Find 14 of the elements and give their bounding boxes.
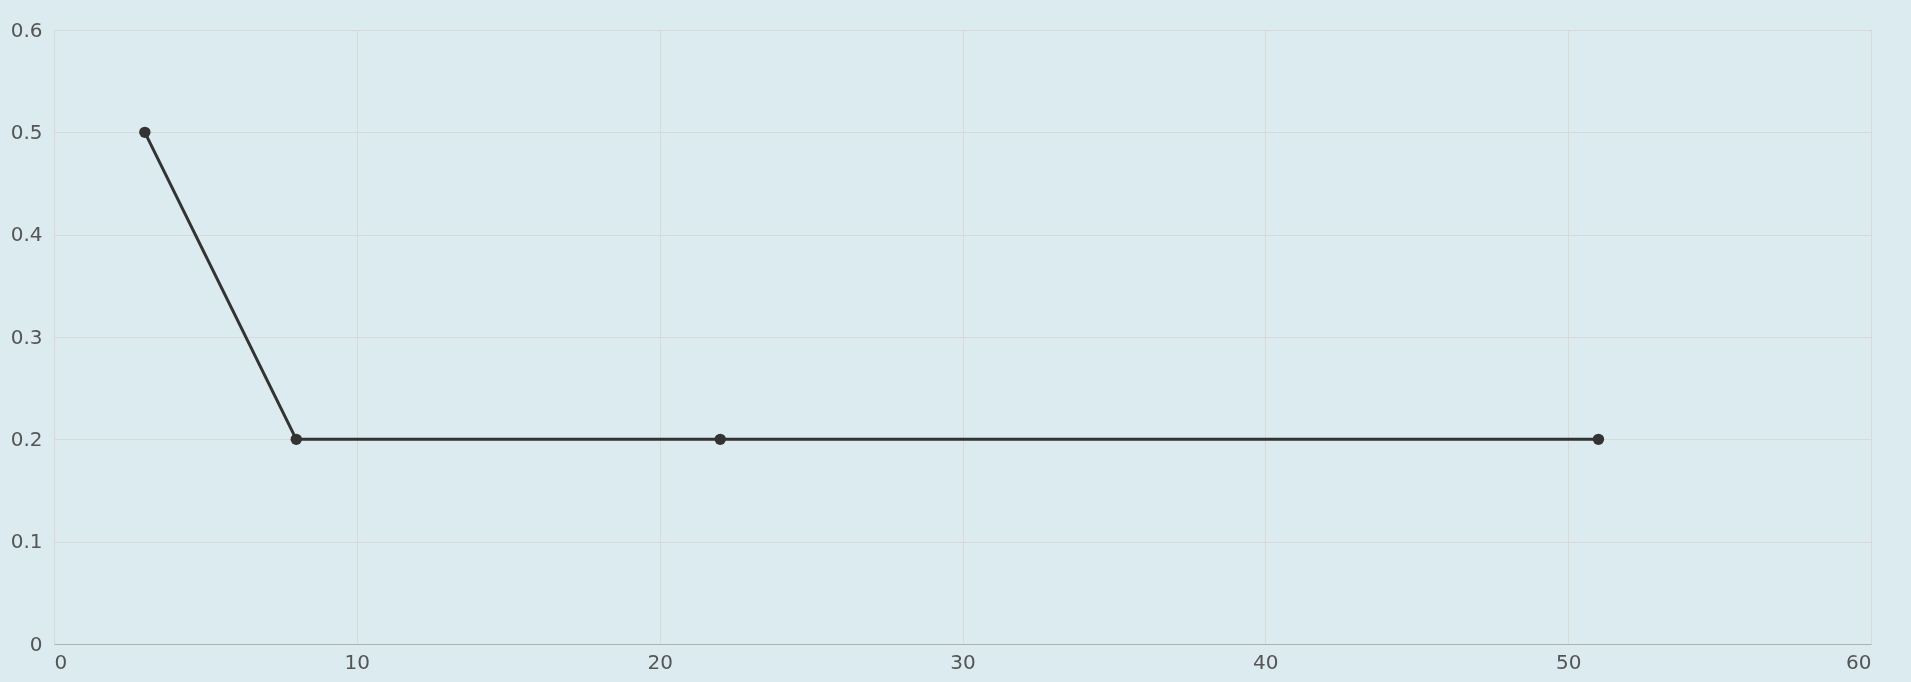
- y-tick-label: 0.5: [10, 119, 43, 144]
- x-tick-label: 0: [54, 649, 68, 674]
- x-tick-label: 30: [950, 649, 976, 674]
- x-tick-label: 40: [1253, 649, 1279, 674]
- y-tick-label: 0: [29, 631, 43, 656]
- y-tick-label: 0.6: [10, 17, 43, 42]
- x-tick-label: 50: [1555, 649, 1582, 674]
- x-tick-label: 20: [647, 649, 673, 674]
- x-tick-label: 10: [344, 649, 371, 674]
- x-tick-label: 60: [1846, 649, 1872, 674]
- y-tick-label: 0.4: [10, 222, 43, 247]
- y-tick-label: 0.1: [10, 529, 43, 554]
- y-tick-label: 0.3: [10, 324, 43, 349]
- y-tick-label: 0.2: [10, 426, 43, 451]
